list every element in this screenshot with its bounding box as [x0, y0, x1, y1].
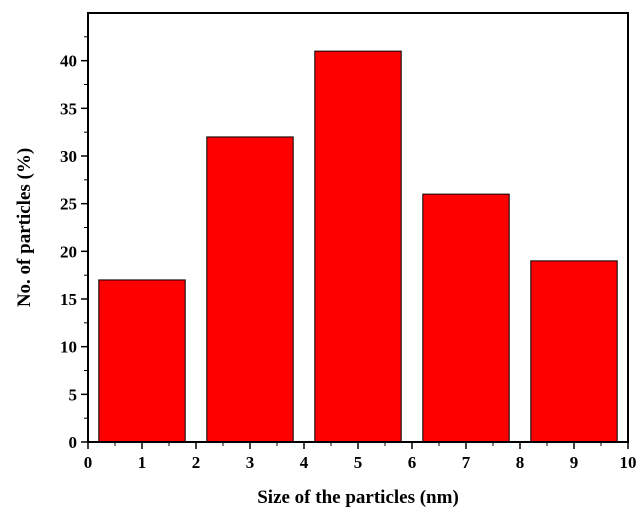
x-tick-label: 5 [354, 453, 363, 472]
bars-group [98, 50, 618, 443]
y-tick-label: 10 [60, 338, 77, 357]
x-tick-label: 7 [462, 453, 471, 472]
y-tick-label: 30 [60, 147, 77, 166]
x-tick-label: 9 [570, 453, 579, 472]
x-tick-label: 1 [138, 453, 147, 472]
y-axis-label: No. of particles (%) [14, 148, 35, 307]
x-axis-ticks: 0 1 2 3 4 5 6 7 8 9 10 [84, 442, 637, 472]
bar-7 [422, 193, 510, 443]
bar-9 [530, 260, 618, 443]
bar-3 [206, 136, 294, 443]
x-tick-label: 4 [300, 453, 309, 472]
y-tick-label: 25 [60, 195, 77, 214]
x-tick-label: 8 [516, 453, 525, 472]
x-tick-label: 2 [192, 453, 201, 472]
x-tick-label: 6 [408, 453, 417, 472]
y-tick-label: 20 [60, 242, 77, 261]
x-axis-label: Size of the particles (nm) [257, 487, 459, 508]
bar-5 [314, 50, 402, 443]
x-tick-label: 0 [84, 453, 93, 472]
y-tick-label: 5 [69, 385, 78, 404]
y-tick-label: 15 [60, 290, 77, 309]
x-tick-label: 10 [620, 453, 637, 472]
x-tick-label: 3 [246, 453, 255, 472]
y-tick-label: 35 [60, 99, 77, 118]
plot-frame [87, 12, 629, 443]
bar-1 [98, 279, 186, 443]
y-tick-label: 40 [60, 52, 77, 71]
y-axis-ticks: 0 5 10 15 20 25 30 35 40 [60, 36, 88, 452]
y-tick-label: 0 [69, 433, 78, 452]
